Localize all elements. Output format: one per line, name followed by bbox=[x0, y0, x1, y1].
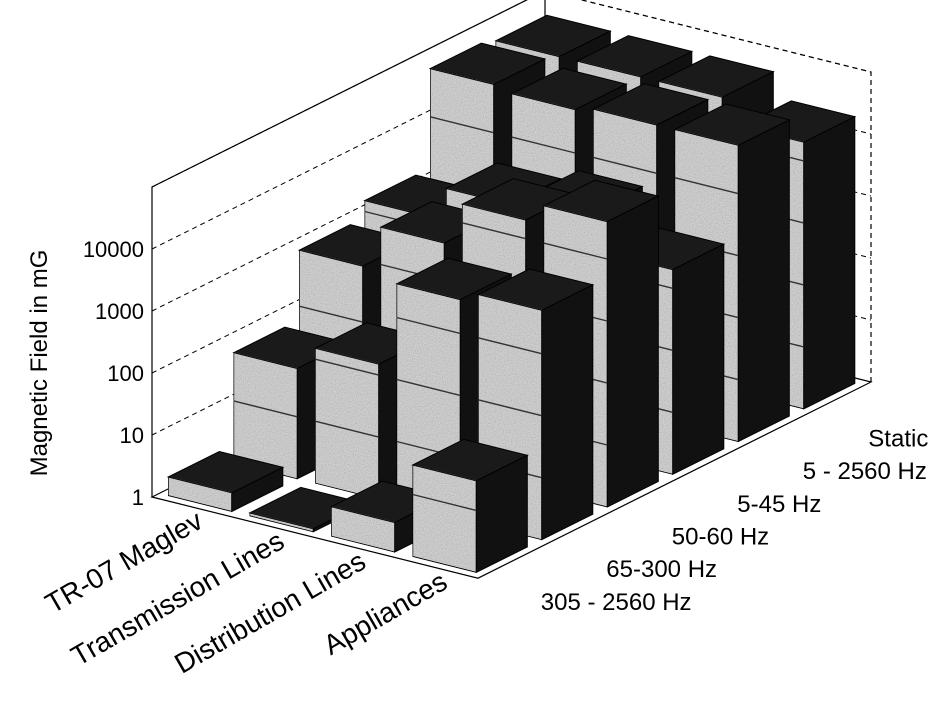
bar bbox=[411, 438, 529, 574]
bar-side bbox=[606, 195, 659, 508]
bar bbox=[166, 450, 285, 513]
bar-band bbox=[462, 222, 526, 240]
bar-band bbox=[412, 493, 477, 512]
series-label: 305 - 2560 Hz bbox=[541, 589, 692, 616]
bar-band bbox=[511, 136, 576, 154]
bar-front bbox=[330, 506, 396, 553]
bar-side bbox=[803, 115, 856, 410]
bar-band bbox=[315, 420, 379, 438]
bar-band bbox=[478, 337, 542, 355]
gridline-2 bbox=[151, 176, 872, 374]
bar-band bbox=[396, 316, 461, 335]
category-label: Distribution Lines bbox=[169, 545, 371, 679]
bar-side bbox=[737, 118, 790, 443]
bar-side bbox=[672, 243, 725, 476]
series-label: 5 - 2560 Hz bbox=[803, 458, 927, 485]
gridline-3 bbox=[151, 114, 872, 312]
y-tick-label: 10000 bbox=[83, 237, 144, 262]
bar-band bbox=[299, 305, 363, 323]
y-tick-label: 1000 bbox=[95, 299, 144, 324]
bar-front bbox=[249, 512, 314, 533]
y-tick-label: 10 bbox=[120, 423, 144, 448]
bar-band bbox=[478, 399, 542, 417]
bar-front bbox=[167, 476, 233, 513]
bars bbox=[166, 14, 857, 574]
y-axis-title: Magnetic Field in mG bbox=[26, 250, 53, 477]
bar-band bbox=[396, 378, 461, 397]
gridline-4 bbox=[151, 52, 872, 250]
bar-band bbox=[593, 156, 657, 174]
series-label: Static bbox=[868, 425, 928, 452]
bar-band bbox=[233, 400, 298, 418]
bar-front bbox=[412, 464, 477, 574]
series-label: 5-45 Hz bbox=[737, 491, 821, 518]
bar-band bbox=[315, 358, 379, 376]
bar-side bbox=[541, 283, 594, 541]
y-tick-label: 100 bbox=[107, 361, 144, 386]
y-tick-label: 1 bbox=[132, 485, 144, 510]
bar-band bbox=[430, 116, 494, 134]
bar-band bbox=[543, 242, 608, 260]
series-label: 50-60 Hz bbox=[672, 524, 769, 551]
gridline-5 bbox=[151, 0, 872, 188]
bar-band bbox=[674, 177, 739, 195]
series-label: 65-300 Hz bbox=[606, 556, 717, 583]
